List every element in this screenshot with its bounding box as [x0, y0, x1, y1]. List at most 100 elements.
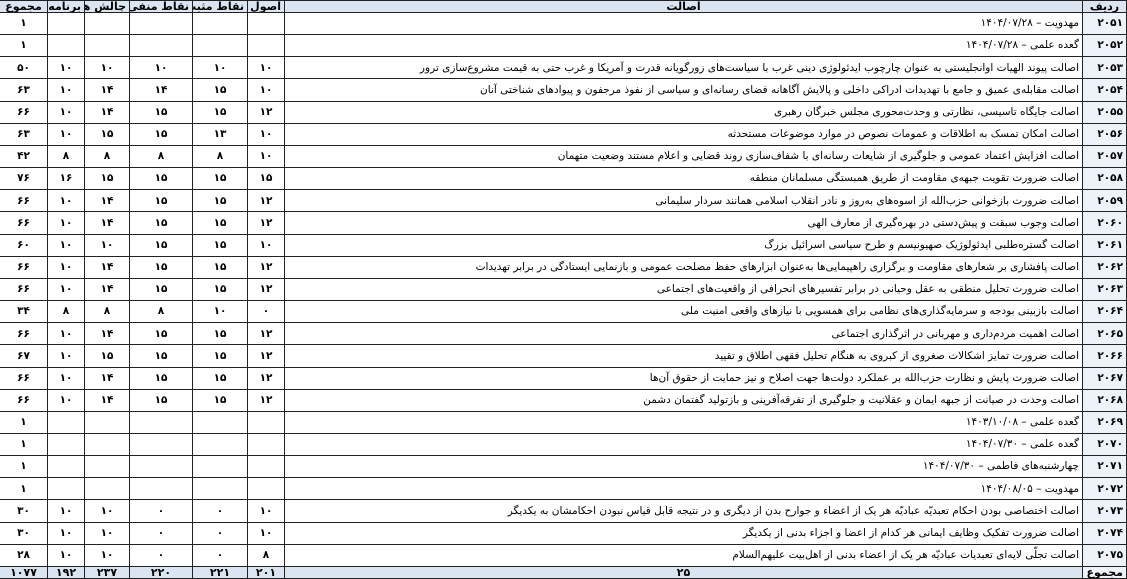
score-cell: ۱۵ — [84, 344, 130, 368]
score-cell: ۱۵ — [129, 322, 193, 346]
row-title: مهدویت – ۱۴۰۴/۰۸/۰۵ — [284, 477, 1083, 501]
score-cell — [84, 34, 130, 58]
row-number: ۲۰۶۶ — [1082, 344, 1127, 368]
row-number: ۲۰۵۱ — [1082, 11, 1127, 36]
row-total: ۱ — [0, 455, 48, 479]
score-cell — [192, 11, 248, 36]
score-cell: ۱۰ — [47, 277, 85, 302]
row-total: ۱ — [0, 11, 48, 36]
row-title: اصالت وحدت در صیانت از جبهه ایمان و عقلا… — [284, 388, 1083, 412]
row-title: اصالت افزایش اعتماد عمومی و جلوگیری از ش… — [284, 144, 1083, 169]
row-title: اصالت ضرورت تمایز اشکالات صغروی از کبروی… — [284, 344, 1083, 368]
score-cell: ۱۵ — [192, 255, 248, 279]
row-total: ۱ — [0, 477, 48, 501]
row-number: ۲۰۷۲ — [1082, 477, 1127, 501]
row-total: ۶۷ — [0, 344, 48, 368]
row-title: اصالت پیوند الهیات اوانجلیستی به عنوان چ… — [284, 56, 1083, 80]
column-header: ردیف — [1082, 0, 1127, 13]
score-cell: ۱۲ — [247, 100, 285, 124]
table-footer: مجموع ۲۵ ۲۰۱ ۲۲۱ ۲۲۰ ۲۳۷ ۱۹۲ ۱۰۷۷ — [0, 566, 1127, 579]
row-total: ۳۴ — [0, 300, 48, 324]
score-cell: ۱۴ — [84, 277, 130, 302]
score-cell: ۱۵ — [247, 167, 285, 191]
score-cell: ۱۰ — [247, 122, 285, 146]
score-cell: ۱۰ — [47, 233, 85, 257]
row-total: ۳۰ — [0, 521, 48, 545]
score-cell: ۱۵ — [192, 211, 248, 235]
score-cell — [84, 477, 130, 501]
score-cell — [47, 455, 85, 479]
column-header: نقاط منفی — [129, 0, 193, 13]
score-cell: ۰ — [192, 521, 248, 545]
score-cell: ۰ — [192, 499, 248, 523]
score-cell: ۱۰ — [47, 499, 85, 523]
score-cell: ۱۰ — [47, 78, 85, 102]
table-row: ۲۰۷۳ اصالت اختصاصی بودن احکام تعبدیّه عبا… — [0, 499, 1127, 523]
row-total: ۶۶ — [0, 366, 48, 390]
row-total: ۱ — [0, 410, 48, 434]
score-cell: ۱۵ — [192, 189, 248, 213]
score-cell: ۱۵ — [192, 277, 248, 302]
row-number: ۲۰۶۰ — [1082, 211, 1127, 235]
row-total: ۴۲ — [0, 144, 48, 169]
table-row: ۲۰۶۰ اصالت وجوب سبقت و پیش‌دستی در بهره‌گ… — [0, 211, 1127, 235]
score-cell: ۱۰ — [84, 499, 130, 523]
row-total: ۱ — [0, 432, 48, 457]
row-total: ۱ — [0, 34, 48, 58]
row-number: ۲۰۵۳ — [1082, 56, 1127, 80]
row-title: اصالت تجلّی لایه‌ای تعبدیات عبادیّه هر ی… — [284, 543, 1083, 568]
score-cell: ۱۰ — [47, 322, 85, 346]
score-cell: ۱۰ — [84, 521, 130, 545]
row-title: اصالت وجوب سبقت و پیش‌دستی در بهره‌گیری … — [284, 211, 1083, 235]
score-cell: ۱۰ — [247, 56, 285, 80]
footer-cell: ۲۲۱ — [192, 566, 248, 579]
score-cell: ۸ — [192, 144, 248, 169]
score-cell: ۱۴ — [129, 78, 193, 102]
table-row: ۲۰۷۵ اصالت تجلّی لایه‌ای تعبدیات عبادیّه … — [0, 543, 1127, 568]
score-cell: ۱۰ — [47, 543, 85, 568]
score-cell: ۸ — [47, 300, 85, 324]
score-cell: ۱۰ — [247, 521, 285, 545]
row-title: مهدویت – ۱۴۰۴/۰۷/۲۸ — [284, 11, 1083, 36]
score-cell: ۱۰ — [47, 521, 85, 545]
score-cell — [247, 477, 285, 501]
row-title: اصالت ضرورت تقویت جبهه‌ی مقاومت از طریق … — [284, 167, 1083, 191]
row-number: ۲۰۶۲ — [1082, 255, 1127, 279]
score-cell: ۱۴ — [84, 211, 130, 235]
row-number: ۲۰۶۵ — [1082, 322, 1127, 346]
footer-cell: ۱۰۷۷ — [0, 566, 48, 579]
score-cell: ۱۰ — [247, 499, 285, 523]
score-cell: ۱۳ — [192, 122, 248, 146]
row-title: چهارشنبه‌های فاطمی – ۱۴۰۴/۰۷/۳۰ — [284, 455, 1083, 479]
row-number: ۲۰۶۸ — [1082, 388, 1127, 412]
score-cell: ۰ — [129, 499, 193, 523]
row-total: ۶۰ — [0, 233, 48, 257]
score-cell: ۱۵ — [129, 366, 193, 390]
score-cell: ۱۰ — [247, 78, 285, 102]
footer-cell: ۲۰۱ — [247, 566, 285, 579]
table-row: ۲۰۵۹ اصالت ضرورت بازخوانی حزب‌الله از اسو… — [0, 189, 1127, 213]
score-cell — [47, 11, 85, 36]
score-cell: ۱۲ — [247, 388, 285, 412]
score-cell: ۱۲ — [247, 277, 285, 302]
table-row: ۲۰۷۲ مهدویت – ۱۴۰۴/۰۸/۰۵ ۱ — [0, 477, 1127, 501]
total-row: مجموع ۲۵ ۲۰۱ ۲۲۱ ۲۲۰ ۲۳۷ ۱۹۲ ۱۰۷۷ — [0, 566, 1127, 579]
score-cell — [192, 455, 248, 479]
score-cell: ۰ — [129, 543, 193, 568]
footer-cell: ۲۵ — [284, 566, 1083, 579]
row-title: گعده علمی – ۱۴۰۴/۰۷/۳۰ — [284, 432, 1083, 457]
row-title: اصالت ضرورت پایش و نظارت حزب‌الله بر عمل… — [284, 366, 1083, 390]
table-row: ۲۰۶۱ اصالت گستره‌طلبی ایدئولوژیک صهیونیسم… — [0, 233, 1127, 257]
row-number: ۲۰۵۹ — [1082, 189, 1127, 213]
row-total: ۵۰ — [0, 56, 48, 80]
table-row: ۲۰۶۳ اصالت ضرورت تحلیل منطقی به عقل وحیان… — [0, 277, 1127, 302]
score-cell: ۱۲ — [247, 211, 285, 235]
table-row: ۲۰۷۴ اصالت ضرورت تفکیک وظایف ایمانی هر کد… — [0, 521, 1127, 545]
row-number: ۲۰۶۷ — [1082, 366, 1127, 390]
score-cell — [47, 432, 85, 457]
row-total: ۶۶ — [0, 322, 48, 346]
table-row: ۲۰۶۲ اصالت پافشاری بر شعارهای مقاومت و بر… — [0, 255, 1127, 279]
score-cell — [129, 34, 193, 58]
row-total: ۶۶ — [0, 211, 48, 235]
